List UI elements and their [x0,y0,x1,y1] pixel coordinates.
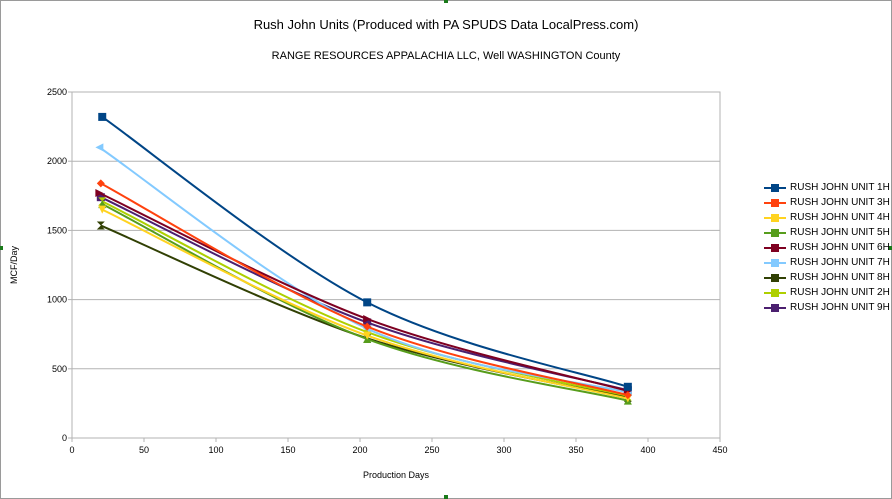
x-tick-label: 350 [568,445,583,455]
x-tick-label: 50 [139,445,149,455]
legend-item: RUSH JOHN UNIT 4H [764,210,890,225]
y-tick-label: 1500 [47,225,67,235]
legend-label: RUSH JOHN UNIT 2H [790,287,890,298]
legend-swatch [764,243,786,252]
legend-label: RUSH JOHN UNIT 8H [790,272,890,283]
legend-swatch [764,273,786,282]
legend-item: RUSH JOHN UNIT 2H [764,285,890,300]
selection-handle-left[interactable] [0,246,3,250]
legend-label: RUSH JOHN UNIT 9H [790,302,890,313]
selection-handle-bottom[interactable] [444,495,448,499]
selection-handle-top[interactable] [444,0,448,3]
legend-swatch [764,183,786,192]
legend-swatch [764,213,786,222]
plot-border [71,91,721,439]
legend-item: RUSH JOHN UNIT 5H [764,225,890,240]
legend-swatch [764,288,786,297]
data-point [363,318,372,327]
data-point [96,221,105,230]
y-tick-label: 2500 [47,87,67,97]
chart-subtitle: RANGE RESOURCES APPALACHIA LLC, Well WAS… [271,50,621,62]
legend-label: RUSH JOHN UNIT 1H [790,182,890,193]
legend-item: RUSH JOHN UNIT 3H [764,195,890,210]
data-point [96,193,105,202]
x-tick-label: 250 [424,445,439,455]
data-point [363,314,372,323]
legend-item: RUSH JOHN UNIT 6H [764,240,890,255]
x-tick-label: 100 [208,445,223,455]
legend-label: RUSH JOHN UNIT 4H [790,212,890,223]
legend-item: RUSH JOHN UNIT 7H [764,255,890,270]
data-point [95,143,104,152]
data-point [363,298,372,307]
legend-item: RUSH JOHN UNIT 1H [764,180,890,195]
data-point [363,331,372,340]
data-point [98,197,107,206]
legend-swatch [764,303,786,312]
y-tick-label: 500 [52,364,67,374]
data-point [98,112,107,121]
x-tick-label: 400 [640,445,655,455]
selection-handle-right[interactable] [889,246,892,250]
x-axis-label: Production Days [362,470,430,480]
legend-swatch [764,228,786,237]
legend: RUSH JOHN UNIT 1H RUSH JOHN UNIT 3H RUSH J… [764,180,890,315]
data-point [98,205,107,214]
data-point [96,179,105,188]
y-axis-label: MCF/Day [9,246,19,284]
legend-swatch [764,258,786,267]
legend-label: RUSH JOHN UNIT 5H [790,227,890,238]
legend-label: RUSH JOHN UNIT 3H [790,197,890,208]
data-point [623,382,632,391]
chart-title: Rush John Units (Produced with PA SPUDS … [253,17,639,32]
y-tick-label: 2000 [47,156,67,166]
x-tick-label: 0 [69,445,74,455]
data-point [623,391,632,400]
y-tick-label: 0 [62,433,67,443]
x-tick-label: 300 [496,445,511,455]
legend-label: RUSH JOHN UNIT 6H [790,242,890,253]
data-point [95,189,104,198]
x-tick-label: 200 [352,445,367,455]
legend-swatch [764,198,786,207]
legend-label: RUSH JOHN UNIT 7H [790,257,890,268]
legend-item: RUSH JOHN UNIT 9H [764,300,890,315]
y-tick-label: 1000 [47,295,67,305]
x-tick-label: 150 [280,445,295,455]
legend-item: RUSH JOHN UNIT 8H [764,270,890,285]
x-tick-label: 450 [712,445,727,455]
data-point [363,322,372,331]
